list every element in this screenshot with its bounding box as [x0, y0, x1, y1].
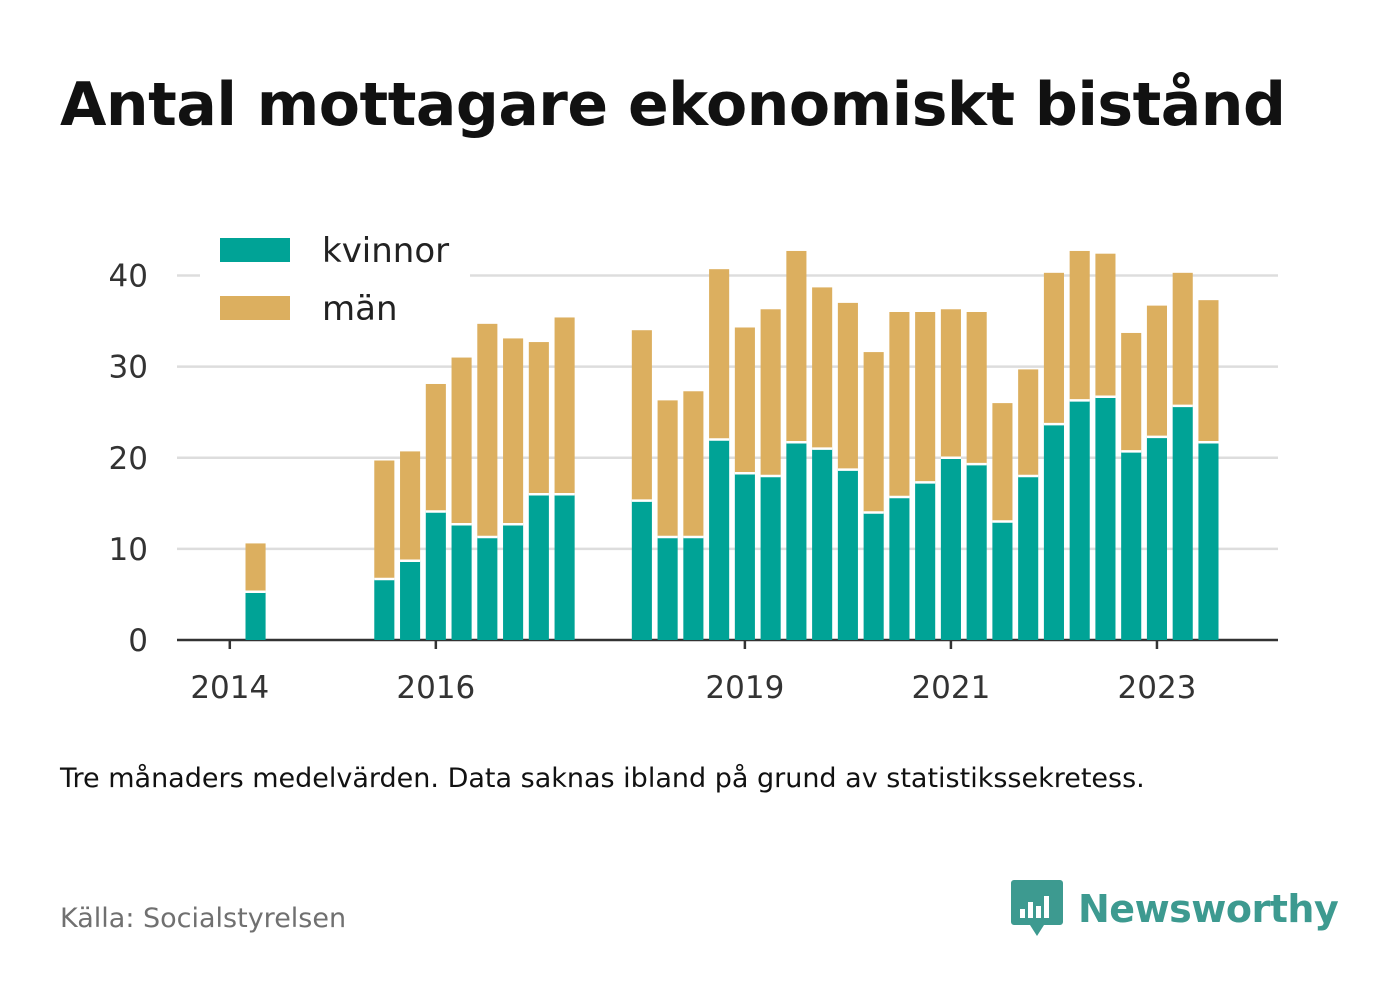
x-tick-label: 2023 — [1118, 670, 1197, 706]
bar-kvinnor — [477, 537, 498, 640]
bar-man — [1172, 272, 1193, 406]
bar-man — [1043, 272, 1064, 425]
bar-man — [837, 302, 858, 470]
legend-label-man: män — [322, 289, 398, 329]
bar-man — [1095, 253, 1116, 397]
bar-man — [1121, 332, 1142, 452]
bar-man — [915, 312, 936, 483]
bar-kvinnor — [760, 476, 781, 640]
bar-kvinnor — [915, 482, 936, 640]
bar-kvinnor — [1146, 436, 1167, 640]
bar-kvinnor — [1121, 451, 1142, 640]
bar-kvinnor — [940, 457, 961, 640]
bar-man — [400, 451, 421, 561]
x-tick-label: 2016 — [396, 670, 475, 706]
bar-man — [992, 403, 1013, 522]
bar-kvinnor — [554, 494, 575, 640]
bar-kvinnor — [1172, 405, 1193, 640]
bar-kvinnor — [837, 469, 858, 640]
bar-man — [528, 342, 549, 495]
bar-kvinnor — [1095, 396, 1116, 640]
bar-kvinnor — [1198, 442, 1219, 640]
stacked-bar-chart: 0 10 20 30 40 2014 2016 2019 2021 2023 kvinnor m… — [108, 226, 1278, 706]
bar-kvinnor — [812, 448, 833, 640]
bar-man — [554, 317, 575, 495]
bar-man — [503, 338, 524, 525]
bar-kvinnor — [400, 560, 421, 640]
bar-kvinnor — [1018, 476, 1039, 640]
bar-man — [374, 460, 395, 579]
brand-name: Newsworthy — [1078, 887, 1339, 931]
y-tick-label: 0 — [128, 623, 148, 659]
bar-man — [966, 312, 987, 465]
bar-kvinnor — [631, 500, 652, 640]
bar-man — [631, 330, 652, 501]
bar-man — [940, 309, 961, 458]
bar-man — [683, 391, 704, 538]
y-tick-label: 30 — [109, 350, 148, 386]
bar-kvinnor — [245, 591, 266, 640]
bar-man — [245, 543, 266, 592]
x-tick-label: 2021 — [911, 670, 990, 706]
source-label: Källa: Socialstyrelsen — [60, 903, 347, 934]
legend-swatch-man — [220, 296, 290, 320]
bar-man — [760, 309, 781, 476]
chart-note: Tre månaders medelvärden. Data saknas ib… — [60, 763, 1145, 794]
bar-kvinnor — [992, 521, 1013, 640]
bar-man — [425, 383, 446, 512]
bar-kvinnor — [451, 524, 472, 640]
bar-kvinnor — [889, 496, 910, 640]
bar-kvinnor — [528, 494, 549, 640]
bar-man — [1198, 300, 1219, 443]
bar-man — [1069, 250, 1090, 401]
chart-title: Antal mottagare ekonomiskt bistånd — [60, 70, 1286, 140]
bar-man — [889, 312, 910, 497]
bar-man — [1146, 305, 1167, 437]
bar-kvinnor — [786, 442, 807, 640]
bar-kvinnor — [1043, 424, 1064, 640]
bar-man — [477, 323, 498, 538]
bar-kvinnor — [863, 512, 884, 640]
bar-kvinnor — [683, 537, 704, 640]
bars — [245, 250, 1219, 640]
bar-man — [657, 400, 678, 538]
newsworthy-logo-icon — [1011, 880, 1063, 936]
bar-man — [451, 357, 472, 525]
legend-label-kvinnor: kvinnor — [322, 231, 449, 271]
bar-kvinnor — [1069, 400, 1090, 640]
bar-kvinnor — [709, 439, 730, 640]
bar-man — [863, 352, 884, 513]
y-tick-label: 10 — [109, 532, 148, 568]
bar-kvinnor — [425, 511, 446, 640]
bar-man — [709, 269, 730, 440]
bar-kvinnor — [734, 473, 755, 640]
y-axis-ticks: 0 10 20 30 40 — [109, 259, 148, 659]
bar-man — [812, 287, 833, 449]
x-axis-ticks: 2014 2016 2019 2021 2023 — [190, 640, 1196, 706]
bar-kvinnor — [657, 537, 678, 640]
x-tick-label: 2019 — [705, 670, 784, 706]
bar-man — [734, 327, 755, 474]
y-tick-label: 20 — [109, 441, 148, 477]
bar-kvinnor — [966, 464, 987, 640]
bar-man — [1018, 369, 1039, 476]
brand-logo: Newsworthy — [1010, 878, 1339, 940]
bar-kvinnor — [374, 578, 395, 640]
bar-kvinnor — [503, 524, 524, 640]
y-tick-label: 40 — [109, 259, 148, 295]
legend: kvinnor män — [200, 226, 470, 338]
bar-man — [786, 250, 807, 443]
x-tick-label: 2014 — [190, 670, 269, 706]
legend-swatch-kvinnor — [220, 238, 290, 262]
